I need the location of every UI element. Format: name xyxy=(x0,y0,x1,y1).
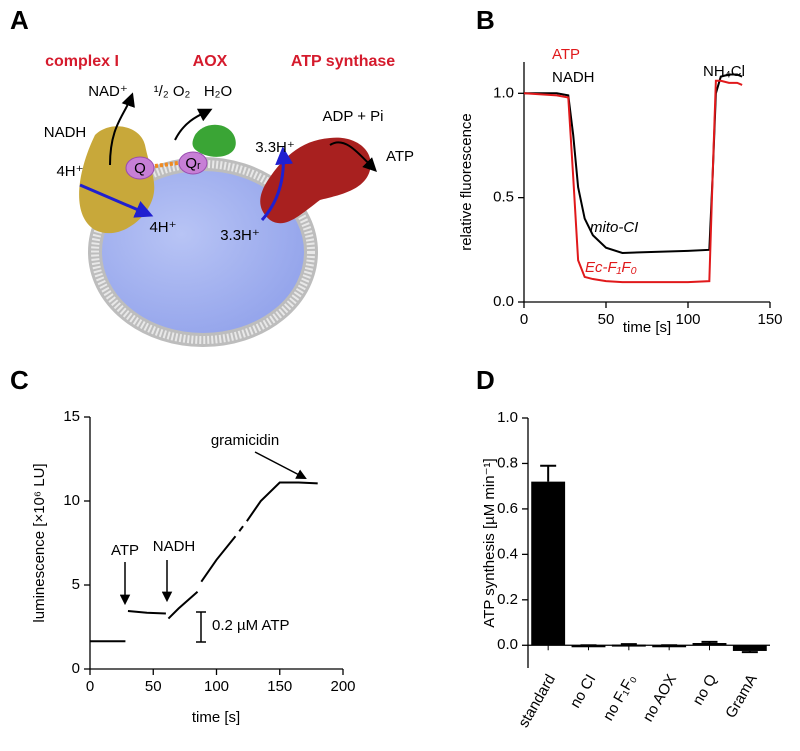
y-axis-label: ATP synthesis [µM min⁻¹] xyxy=(481,458,498,627)
arrow xyxy=(174,108,213,141)
panel-c-marks xyxy=(119,451,307,643)
annotation: NH₄Cl xyxy=(703,63,745,80)
bar xyxy=(531,481,566,646)
arrow xyxy=(329,141,377,172)
x-tick-label: no CI xyxy=(567,671,600,711)
y-tick-label: 0.2 xyxy=(497,591,518,608)
x-tick-label: 0 xyxy=(86,678,94,695)
annotation: ATP xyxy=(111,542,139,559)
y-tick-label: 0.8 xyxy=(497,454,518,471)
error-bar xyxy=(741,650,758,654)
line xyxy=(523,79,743,284)
x-tick-label: 200 xyxy=(330,678,355,695)
y-tick-label: 0.6 xyxy=(497,500,518,517)
electron-transfer xyxy=(154,161,179,168)
label: 3.3H⁺ xyxy=(220,227,260,244)
label: 3.3H⁺ xyxy=(255,139,295,156)
membrane xyxy=(91,160,315,344)
proton-arrow xyxy=(260,146,294,222)
x-tick-label: 100 xyxy=(675,311,700,328)
x-tick-label: standard xyxy=(515,671,559,730)
x-tick-label: 50 xyxy=(598,311,615,328)
x-tick-label: 50 xyxy=(145,678,162,695)
legend-entry: ATP xyxy=(552,46,580,63)
panel-label: C xyxy=(10,365,29,395)
y-tick-label: 0.0 xyxy=(497,636,518,653)
x-tick-label: no Q xyxy=(689,671,720,708)
panel-a: A complex I AOX ATP synthase NAD⁺ NADH ¹… xyxy=(10,5,414,347)
panel-label: D xyxy=(476,365,495,395)
x-tick-label: no AOX xyxy=(639,671,680,724)
label: NAD⁺ xyxy=(88,83,128,100)
arrow xyxy=(254,451,307,479)
label: ATP xyxy=(386,148,414,165)
q-circle xyxy=(125,156,155,180)
error-bar xyxy=(701,640,718,643)
x-tick-label: no F₁F₀ xyxy=(600,671,640,723)
y-axis-label: relative fluorescence xyxy=(458,113,475,251)
aox-shape xyxy=(192,124,236,157)
label: ¹/₂ O₂ xyxy=(154,83,191,100)
label: ADP + Pi xyxy=(322,108,383,125)
label: Q xyxy=(134,160,146,177)
error-bar xyxy=(540,464,557,482)
proton-arrow xyxy=(79,183,154,218)
y-tick-label: 15 xyxy=(63,408,80,425)
label: 4H⁺ xyxy=(149,219,176,236)
complex-label: AOX xyxy=(193,53,228,70)
qr-circle xyxy=(178,151,208,175)
y-tick-label: 10 xyxy=(63,492,80,509)
y-tick-label: 1.0 xyxy=(497,409,518,426)
legend-entry: NADH xyxy=(552,69,595,86)
bar xyxy=(692,643,727,646)
y-axis-label: luminescence [×10⁶ LU] xyxy=(31,463,48,622)
y-tick-label: 0.0 xyxy=(493,293,514,310)
annotation: 0.2 µM ATP xyxy=(212,617,290,634)
annotation: gramicidin xyxy=(211,432,279,449)
label: H₂O xyxy=(204,83,232,100)
y-tick-label: 5 xyxy=(72,576,80,593)
x-tick-label: 100 xyxy=(204,678,229,695)
x-axis-label: time [s] xyxy=(192,709,240,726)
x-tick-label: 0 xyxy=(520,311,528,328)
annotation: NADH xyxy=(153,538,196,555)
label: Qᵣ xyxy=(185,155,201,172)
annotation: Ec-F₁F₀ xyxy=(585,259,637,276)
panel-label: B xyxy=(476,5,495,35)
x-tick-label: GramA xyxy=(722,671,760,721)
line xyxy=(524,73,743,254)
x-axis-label: time [s] xyxy=(623,319,671,336)
y-tick-label: 0.4 xyxy=(497,545,518,562)
x-tick-label: 150 xyxy=(757,311,782,328)
y-tick-label: 0.5 xyxy=(493,189,514,206)
label: 4H⁺ xyxy=(56,163,83,180)
complex-label: complex I xyxy=(45,53,119,70)
line xyxy=(90,481,318,643)
complex-label: ATP synthase xyxy=(291,53,395,70)
y-tick-label: 0 xyxy=(72,660,80,677)
scale-bar xyxy=(196,611,206,643)
arrow xyxy=(109,92,135,166)
panel-label: A xyxy=(10,5,29,35)
y-tick-label: 1.0 xyxy=(493,84,514,101)
label: NADH xyxy=(44,124,87,141)
x-tick-label: 150 xyxy=(267,678,292,695)
annotation: mito-CI xyxy=(590,219,638,236)
